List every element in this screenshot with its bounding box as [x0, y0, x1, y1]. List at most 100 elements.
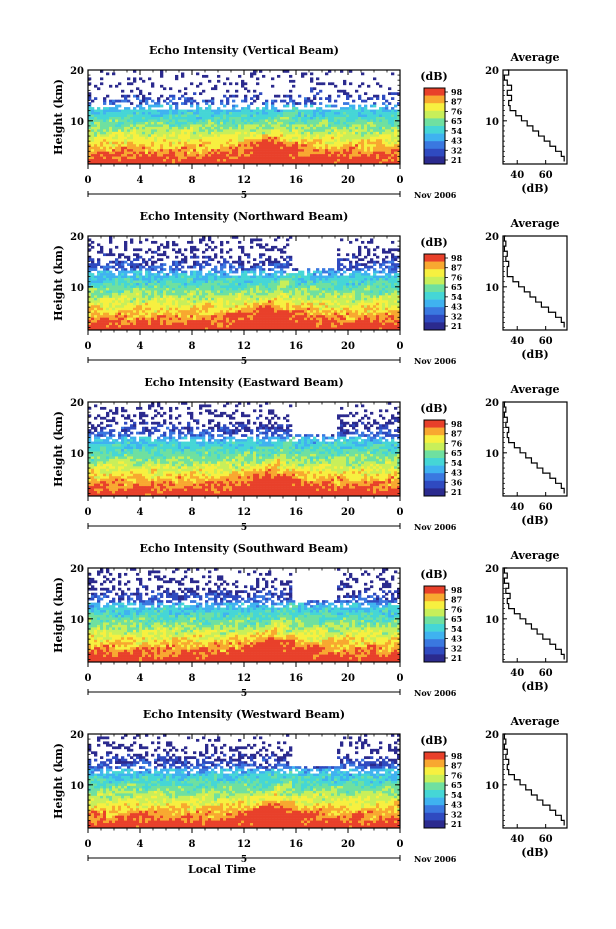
- heatmap-cell: [145, 144, 148, 147]
- heatmap-cell: [229, 278, 232, 281]
- heatmap-cell: [97, 258, 100, 261]
- heatmap-cell: [364, 300, 367, 303]
- heatmap-cell: [151, 134, 154, 137]
- heatmap-cell: [262, 271, 265, 274]
- heatmap-cell: [367, 117, 370, 120]
- heatmap-cell: [271, 117, 274, 120]
- heatmap-cell: [271, 283, 274, 286]
- heatmap-cell: [262, 290, 265, 293]
- heatmap-cell: [103, 115, 106, 118]
- heatmap-cell: [223, 263, 226, 266]
- heatmap-cell: [394, 298, 397, 301]
- heatmap-cell: [346, 310, 349, 313]
- date-marker: 5: [241, 191, 247, 201]
- heatmap-cell: [202, 132, 205, 135]
- heatmap-cell: [394, 105, 397, 108]
- heatmap-cell: [274, 298, 277, 301]
- heatmap-cell: [379, 134, 382, 137]
- heatmap-cell: [259, 142, 262, 145]
- heatmap-cell: [145, 102, 148, 105]
- heatmap-cell: [361, 139, 364, 142]
- heatmap-cell: [358, 154, 361, 157]
- heatmap-cell: [292, 127, 295, 130]
- heatmap-cell: [358, 132, 361, 135]
- heatmap-cell: [337, 308, 340, 311]
- heatmap-cell: [358, 276, 361, 279]
- heatmap-cell: [361, 152, 364, 155]
- heatmap-cell: [97, 117, 100, 120]
- heatmap-cell: [124, 119, 127, 122]
- heatmap-cell: [343, 82, 346, 85]
- heatmap-cell: [301, 310, 304, 313]
- heatmap-cell: [250, 124, 253, 127]
- heatmap-cell: [268, 285, 271, 288]
- heatmap-cell: [112, 115, 115, 118]
- heatmap-cell: [115, 110, 118, 113]
- heatmap-cell: [166, 283, 169, 286]
- heatmap-cell: [172, 288, 175, 291]
- heatmap-cell: [139, 147, 142, 150]
- heatmap-cell: [295, 273, 298, 276]
- heatmap-cell: [208, 107, 211, 110]
- heatmap-cell: [244, 137, 247, 140]
- heatmap-cell: [148, 110, 151, 113]
- heatmap-cell: [109, 134, 112, 137]
- heatmap-cell: [280, 127, 283, 130]
- heatmap-cell: [196, 159, 199, 162]
- heatmap-cell: [388, 139, 391, 142]
- heatmap-cell: [193, 110, 196, 113]
- heatmap-cell: [178, 268, 181, 271]
- heatmap-cell: [91, 308, 94, 311]
- heatmap-cell: [103, 283, 106, 286]
- heatmap-cell: [370, 305, 373, 308]
- heatmap-cell: [328, 144, 331, 147]
- heatmap-cell: [97, 293, 100, 296]
- heatmap-cell: [319, 115, 322, 118]
- heatmap-cell: [157, 124, 160, 127]
- heatmap-cell: [283, 149, 286, 152]
- heatmap-cell: [241, 276, 244, 279]
- heatmap-cell: [334, 137, 337, 140]
- heatmap-cell: [271, 159, 274, 162]
- heatmap-cell: [343, 293, 346, 296]
- heatmap-cell: [100, 119, 103, 122]
- heatmap-cell: [136, 122, 139, 125]
- heatmap-cell: [250, 142, 253, 145]
- heatmap-cell: [265, 122, 268, 125]
- heatmap-cell: [301, 122, 304, 125]
- heatmap-cell: [211, 137, 214, 140]
- heatmap-cell: [103, 132, 106, 135]
- heatmap-cell: [226, 298, 229, 301]
- heatmap-cell: [91, 273, 94, 276]
- heatmap-cell: [229, 115, 232, 118]
- heatmap-cell: [166, 246, 169, 249]
- heatmap-cell: [256, 149, 259, 152]
- heatmap-cell: [250, 157, 253, 160]
- heatmap-cell: [340, 139, 343, 142]
- heatmap-cell: [205, 305, 208, 308]
- heatmap-cell: [238, 295, 241, 298]
- heatmap-cell: [304, 132, 307, 135]
- heatmap-cell: [256, 310, 259, 313]
- heatmap-cell: [277, 298, 280, 301]
- heatmap-cell: [280, 129, 283, 132]
- heatmap-cell: [196, 152, 199, 155]
- heatmap-cell: [157, 273, 160, 276]
- heatmap-cell: [382, 288, 385, 291]
- heatmap-cell: [298, 278, 301, 281]
- heatmap-cell: [109, 285, 112, 288]
- heatmap-cell: [310, 149, 313, 152]
- heatmap-cell: [385, 276, 388, 279]
- heatmap-cell: [94, 303, 97, 306]
- heatmap-cell: [160, 139, 163, 142]
- heatmap-cell: [178, 278, 181, 281]
- heatmap-cell: [145, 134, 148, 137]
- heatmap-cell: [364, 92, 367, 95]
- heatmap-cell: [346, 159, 349, 162]
- heatmap-cell: [286, 266, 289, 269]
- heatmap-cell: [241, 248, 244, 251]
- heatmap-cell: [190, 300, 193, 303]
- heatmap-cell: [136, 115, 139, 118]
- heatmap-cell: [163, 290, 166, 293]
- heatmap-cell: [202, 261, 205, 264]
